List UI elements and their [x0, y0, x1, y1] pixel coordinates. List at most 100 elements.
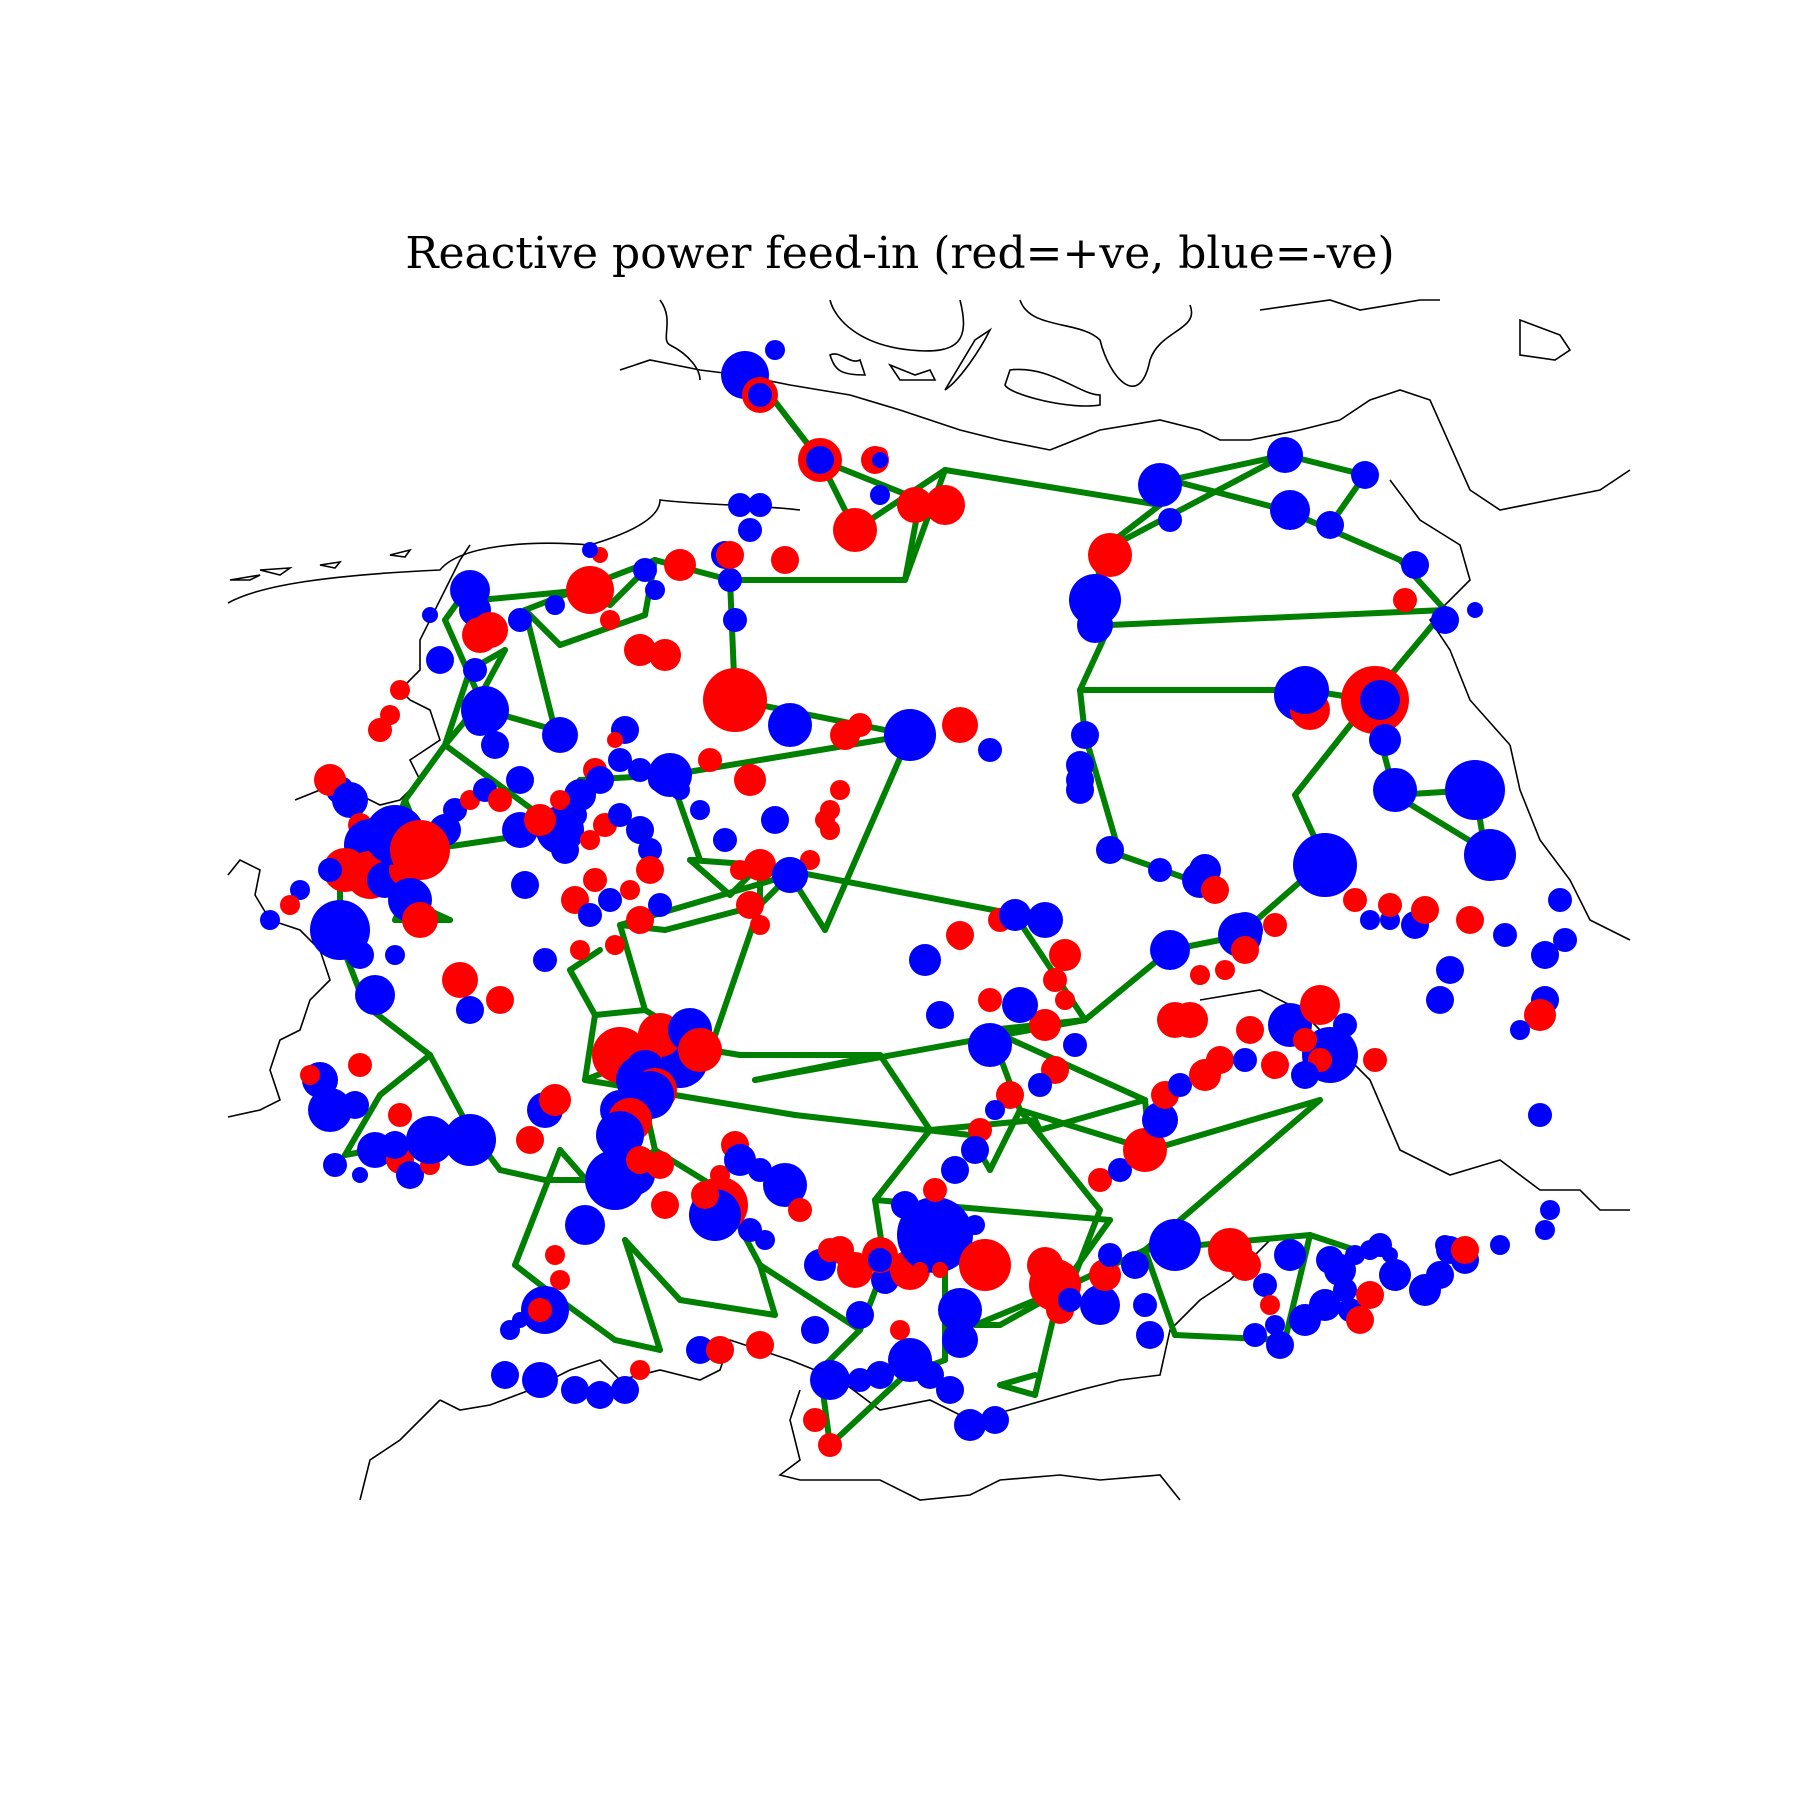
bus-positive: [996, 1081, 1024, 1109]
transmission-line: [497, 1167, 548, 1183]
bus-negative: [772, 857, 808, 893]
bus-positive: [803, 1408, 827, 1432]
bus-negative: [1540, 1200, 1560, 1220]
bus-positive: [942, 707, 978, 743]
bus-positive: [607, 732, 623, 748]
bus-negative: [648, 893, 672, 917]
bus-negative: [1333, 1278, 1357, 1302]
bus-negative: [891, 1191, 919, 1219]
bus-positive: [651, 1191, 679, 1219]
bus-negative: [563, 803, 587, 827]
bus-negative: [1510, 1020, 1530, 1040]
bus-positive: [348, 1053, 372, 1077]
bus-negative: [1265, 1315, 1285, 1335]
bus-positive: [1055, 990, 1075, 1010]
bus-positive: [488, 788, 512, 812]
bus-negative: [645, 580, 665, 600]
bus-positive: [550, 1270, 570, 1290]
bus-negative: [260, 910, 280, 930]
bus-negative: [981, 1406, 1009, 1434]
bus-negative: [1535, 1220, 1555, 1240]
bus-negative: [352, 1167, 368, 1183]
bus-negative: [381, 1131, 409, 1159]
transmission-line: [377, 1052, 433, 1098]
bus-positive: [626, 906, 654, 934]
bus-negative: [942, 1322, 978, 1358]
bus-negative: [926, 1001, 954, 1029]
bus-negative: [1002, 987, 1038, 1023]
transmission-line: [567, 947, 603, 973]
bus-negative: [1360, 680, 1400, 720]
bus-positive: [788, 1198, 812, 1222]
bus-negative: [1138, 463, 1182, 507]
bus-positive: [1456, 906, 1484, 934]
bus-negative: [533, 948, 557, 972]
bus-positive: [1356, 1281, 1384, 1309]
bus-negative: [406, 1116, 454, 1164]
bus-negative: [1382, 1247, 1398, 1263]
bus-negative: [1373, 768, 1417, 812]
bus-negative: [965, 1215, 985, 1235]
transmission-line: [1072, 1207, 1103, 1278]
bus-positive: [600, 610, 620, 630]
transmission-line: [877, 1052, 933, 1133]
bus-positive: [1263, 913, 1287, 937]
bus-positive: [897, 487, 933, 523]
bus-positive: [462, 617, 498, 653]
bus-negative: [648, 768, 672, 792]
bus-negative: [1098, 1243, 1122, 1267]
bus-negative: [586, 766, 614, 794]
transmission-line: [827, 1372, 908, 1448]
bus-negative: [310, 900, 370, 960]
bus-negative: [748, 493, 772, 517]
transmission-line: [1107, 607, 1448, 628]
bus-negative: [426, 646, 454, 674]
bus-negative: [1136, 1321, 1164, 1349]
bus-positive: [1363, 1048, 1387, 1072]
transmission-line: [522, 607, 558, 733]
bus-positive: [730, 860, 750, 880]
bus-negative: [608, 748, 632, 772]
bus-positive: [1088, 533, 1132, 577]
bus-negative: [1490, 860, 1510, 880]
bus-negative: [582, 542, 598, 558]
bus-negative: [999, 899, 1031, 931]
bus-negative: [1316, 511, 1344, 539]
bus-negative: [481, 731, 509, 759]
transmission-line: [757, 1262, 863, 1333]
bus-negative: [1379, 1259, 1411, 1291]
bus-negative: [1553, 928, 1577, 952]
bus-positive: [744, 849, 776, 881]
bus-positive: [1229, 1249, 1261, 1281]
bus-negative: [1267, 437, 1303, 473]
bus-negative: [1028, 1073, 1052, 1097]
bus-negative: [1528, 1103, 1552, 1127]
bus-positive: [539, 1084, 571, 1116]
bus-negative: [1548, 888, 1572, 912]
bus-negative: [586, 1381, 614, 1409]
bus-positive: [923, 1178, 947, 1202]
bus-negative: [542, 717, 578, 753]
bus-negative: [724, 1144, 756, 1176]
transmission-line: [1037, 1097, 1148, 1133]
bus-negative: [848, 1368, 872, 1392]
bus-negative: [728, 493, 752, 517]
bus-negative: [1426, 986, 1454, 1014]
bus-negative: [884, 709, 936, 761]
bus-negative: [463, 658, 487, 682]
buses: [260, 340, 1577, 1457]
bus-positive: [630, 1360, 650, 1380]
bus-positive: [388, 1103, 412, 1127]
bus-negative: [522, 1362, 558, 1398]
transmission-line: [622, 1237, 683, 1303]
bus-negative: [1080, 1285, 1120, 1325]
bus-negative: [422, 607, 438, 623]
bus-positive: [750, 915, 770, 935]
bus-negative: [456, 996, 484, 1024]
bus-positive: [946, 921, 974, 949]
bus-negative: [1121, 1251, 1149, 1279]
bus-negative: [1324, 1254, 1356, 1286]
transmission-line: [557, 612, 648, 648]
bus-negative: [1274, 1239, 1306, 1271]
bus-negative: [1027, 902, 1063, 938]
